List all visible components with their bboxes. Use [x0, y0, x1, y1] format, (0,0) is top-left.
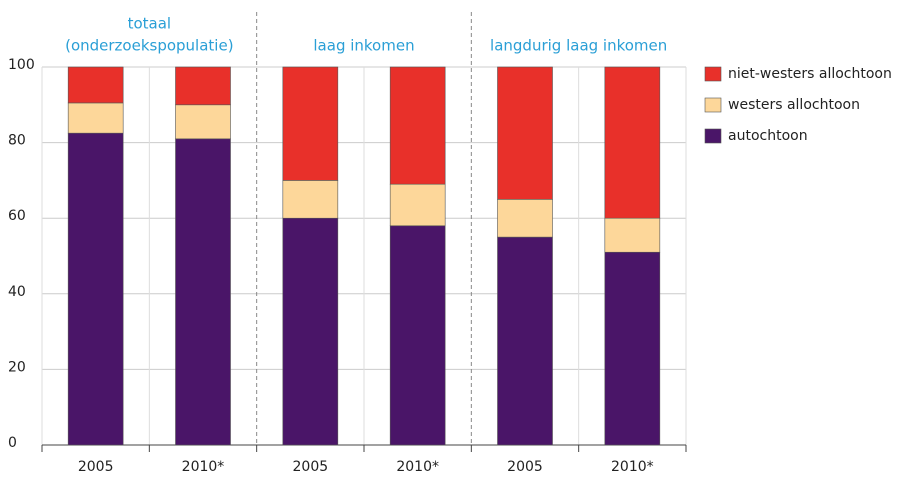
- bar-segment: [175, 138, 231, 446]
- y-tick-label: 100: [8, 57, 35, 73]
- legend-swatch: [704, 97, 722, 113]
- legend-label: autochtoon: [728, 128, 808, 144]
- bar-segment: [604, 251, 661, 446]
- x-tick-label: 2005: [507, 459, 543, 475]
- bar-segment: [67, 66, 124, 104]
- bar-segment: [282, 180, 339, 219]
- group-label: totaal: [128, 15, 172, 33]
- bar-segment: [389, 66, 446, 185]
- y-tick-label: 60: [8, 208, 26, 224]
- bar-segment: [604, 66, 661, 219]
- bar-segment: [282, 66, 339, 181]
- bar-segment: [67, 132, 124, 446]
- y-tick-label: 80: [8, 133, 26, 149]
- x-tick-label: 2010*: [611, 459, 654, 475]
- group-label: (onderzoekspopulatie): [65, 37, 233, 55]
- group-label: langdurig laag inkomen: [490, 37, 667, 55]
- bar-segment: [497, 66, 553, 200]
- bar-segment: [282, 217, 339, 446]
- legend-label: niet-westers allochtoon: [728, 66, 892, 82]
- y-tick-label: 40: [8, 284, 26, 300]
- bar-segment: [604, 217, 661, 253]
- legend-label: westers allochtoon: [728, 97, 860, 113]
- bar-segment: [497, 236, 553, 446]
- y-tick-label: 0: [8, 435, 17, 451]
- y-tick-label: 20: [8, 359, 26, 375]
- bar-segment: [389, 183, 446, 227]
- bar-segment: [497, 199, 553, 238]
- bar-segment: [389, 225, 446, 446]
- legend-swatch: [704, 128, 722, 144]
- x-tick-label: 2010*: [396, 459, 439, 475]
- legend-swatch: [704, 66, 722, 82]
- x-tick-label: 2005: [293, 459, 329, 475]
- x-tick-label: 2010*: [182, 459, 225, 475]
- group-label: laag inkomen: [313, 37, 414, 55]
- x-tick-label: 2005: [78, 459, 114, 475]
- bar-segment: [67, 102, 124, 134]
- bar-segment: [175, 104, 231, 140]
- bar-segment: [175, 66, 231, 106]
